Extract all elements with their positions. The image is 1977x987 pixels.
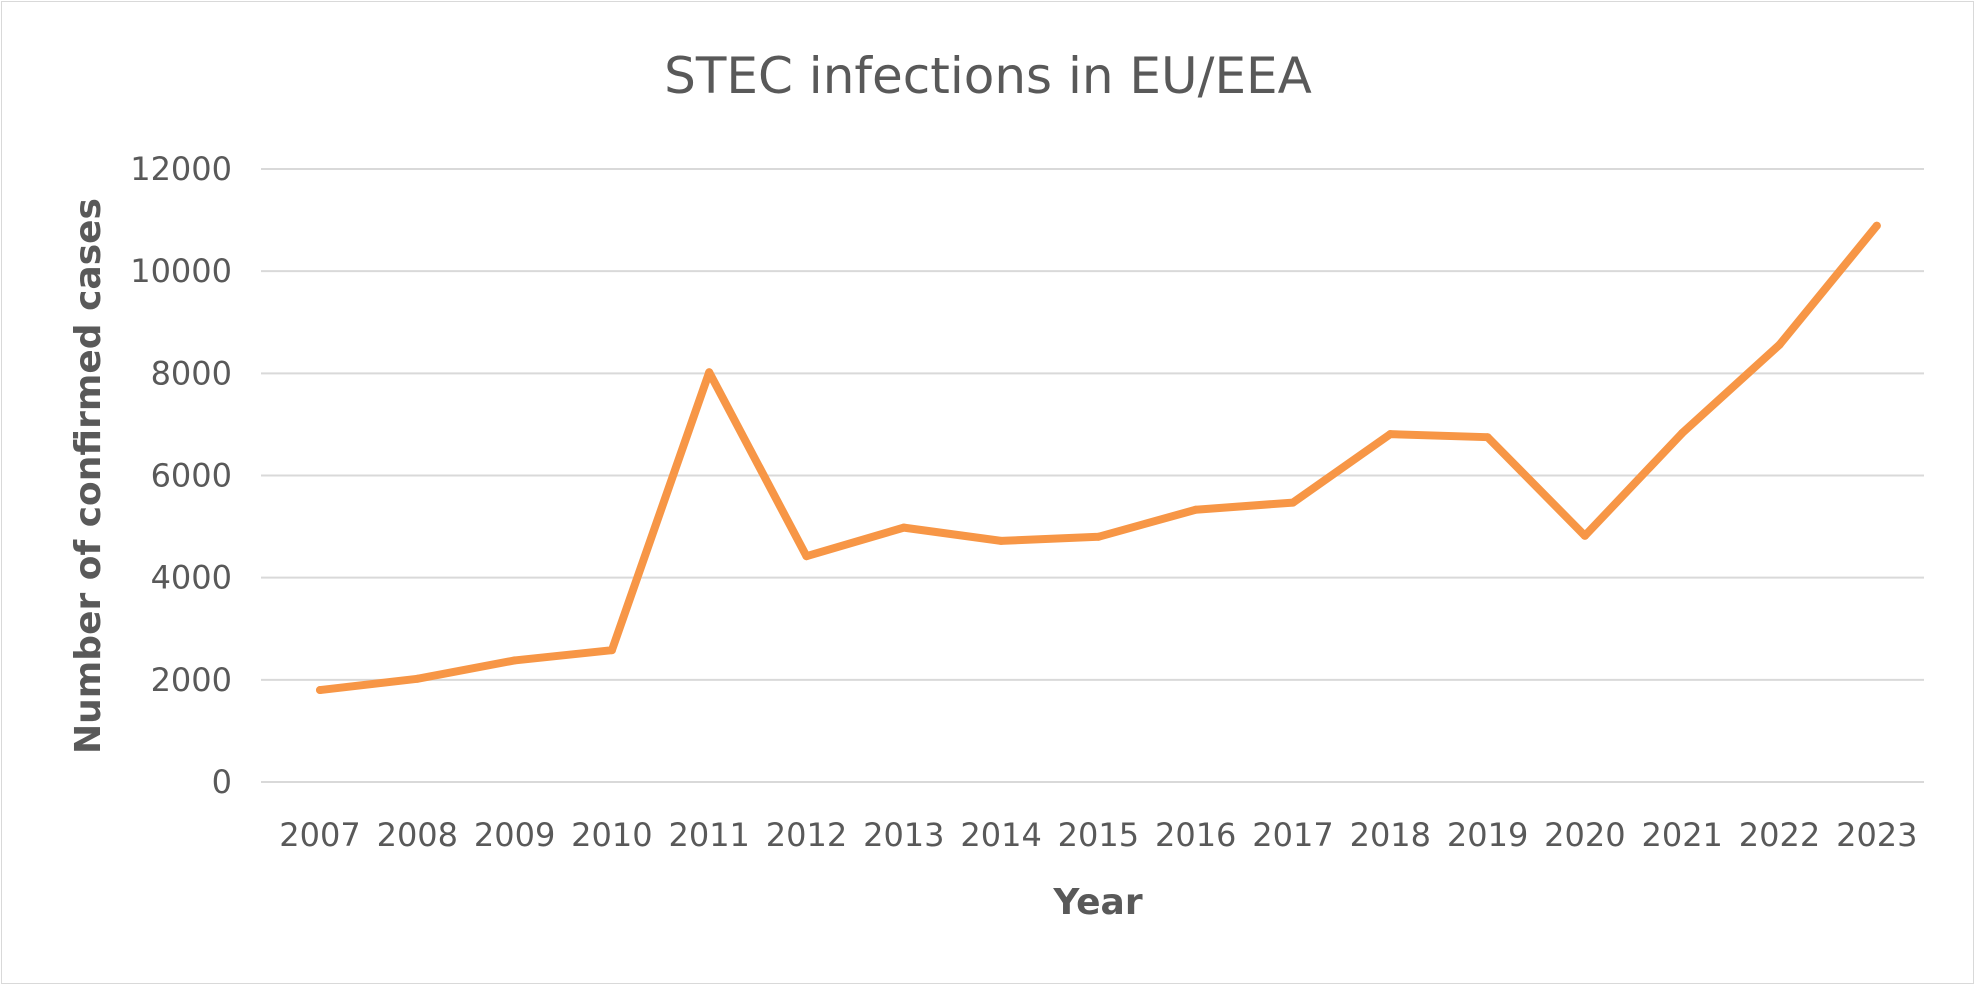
y-tick-label: 10000 <box>130 252 232 290</box>
x-tick-label: 2011 <box>668 816 749 854</box>
gridlines <box>261 168 1924 783</box>
x-tick-label: 2023 <box>1836 816 1917 854</box>
data-point <box>1289 498 1297 507</box>
data-point <box>899 523 908 532</box>
data-point <box>1580 531 1589 540</box>
x-tick-label: 2007 <box>279 816 360 854</box>
x-tick-label: 2021 <box>1641 816 1722 854</box>
data-point <box>607 646 616 655</box>
series-line <box>316 221 1881 695</box>
x-tick-label: 2009 <box>474 816 555 854</box>
data-point <box>705 368 714 377</box>
x-tick-label: 2012 <box>766 816 847 854</box>
data-point <box>1872 221 1881 230</box>
data-point <box>1483 433 1492 442</box>
x-tick-label: 2022 <box>1739 816 1820 854</box>
y-tick-label: 6000 <box>151 457 232 495</box>
x-tick-label: 2016 <box>1155 816 1236 854</box>
chart-title: STEC infections in EU/EEA <box>664 47 1312 105</box>
data-point <box>1775 340 1784 349</box>
x-tick-label: 2017 <box>1252 816 1333 854</box>
y-tick-label: 4000 <box>151 559 232 597</box>
data-point <box>316 686 324 695</box>
y-tick-label: 12000 <box>130 150 232 188</box>
series-group <box>316 221 1881 695</box>
x-tick-label: 2014 <box>960 816 1041 854</box>
data-point <box>1386 430 1395 439</box>
y-axis-ticks: 0 2000 4000 6000 8000 10000 12000 <box>130 150 232 801</box>
x-tick-label: 2018 <box>1350 816 1431 854</box>
data-point <box>1094 532 1103 541</box>
y-axis-title: Number of confirmed cases <box>68 198 109 754</box>
x-tick-label: 2020 <box>1544 816 1625 854</box>
x-axis-ticks: 2007 2008 2009 2010 2011 2012 2013 2014 2015 2016… <box>279 816 1917 854</box>
y-tick-label: 0 <box>212 763 232 801</box>
data-point <box>997 536 1006 545</box>
data-point <box>802 552 811 561</box>
data-point <box>1678 429 1687 438</box>
x-axis-title: Year <box>1052 882 1142 923</box>
y-tick-label: 8000 <box>151 354 232 392</box>
x-tick-label: 2019 <box>1447 816 1528 854</box>
y-tick-label: 2000 <box>151 661 232 699</box>
data-point <box>413 674 422 683</box>
x-tick-label: 2013 <box>863 816 944 854</box>
x-tick-label: 2008 <box>377 816 458 854</box>
x-tick-label: 2010 <box>571 816 652 854</box>
x-tick-label: 2015 <box>1058 816 1139 854</box>
data-point <box>1191 505 1200 514</box>
data-point <box>510 656 519 665</box>
